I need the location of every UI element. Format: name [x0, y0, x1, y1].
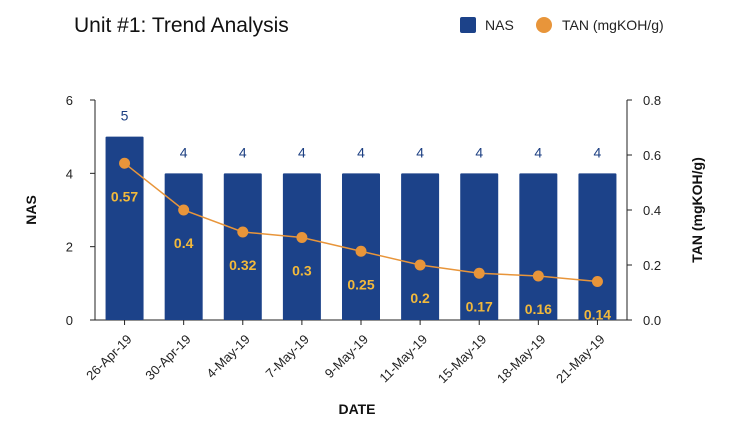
legend-label-tan: TAN (mgKOH/g) — [562, 17, 664, 33]
x-tick-label: 26-Apr-19 — [83, 332, 134, 383]
x-tick-label: 11-May-19 — [376, 332, 430, 386]
bar-nas — [519, 173, 558, 320]
y-tick-label-right: 0.8 — [643, 93, 661, 108]
tan-point — [591, 276, 603, 287]
bar-nas — [105, 136, 144, 320]
bar-data-label: 4 — [594, 144, 602, 160]
legend-swatch-tan — [536, 17, 552, 33]
x-tick-label: 21-May-19 — [553, 332, 608, 387]
x-tick-label: 15-May-19 — [435, 332, 490, 387]
y-tick-label-left: 2 — [66, 240, 73, 255]
y-tick-label-right: 0.6 — [643, 148, 661, 163]
bar-data-label: 4 — [180, 144, 188, 160]
bar-data-label: 4 — [239, 144, 247, 160]
bar-data-label: 4 — [357, 144, 365, 160]
bar-data-label: 5 — [121, 108, 129, 124]
x-tick-label: 30-Apr-19 — [142, 332, 193, 383]
x-axis-title: DATE — [338, 401, 375, 417]
tan-data-label: 0.57 — [111, 188, 138, 204]
legend-swatch-nas — [460, 17, 476, 33]
bar-nas — [578, 173, 617, 320]
y-axis-title-left: NAS — [23, 195, 39, 225]
tan-data-label: 0.14 — [584, 307, 611, 323]
x-tick-label: 18-May-19 — [494, 332, 549, 387]
y-axis-title-right: TAN (mgKOH/g) — [689, 157, 705, 263]
tan-data-label: 0.25 — [347, 276, 374, 292]
chart-title: Unit #1: Trend Analysis — [74, 14, 289, 37]
x-tick-label: 4-May-19 — [203, 332, 252, 381]
y-tick-label-right: 0.2 — [643, 258, 661, 273]
legend-label-nas: NAS — [485, 17, 514, 33]
tan-point — [178, 204, 190, 216]
bar-data-label: 4 — [475, 144, 483, 160]
y-tick-label-right: 0.4 — [643, 203, 661, 218]
tan-data-label: 0.16 — [525, 301, 552, 317]
tan-point — [414, 259, 426, 271]
bar-nas — [401, 173, 440, 320]
x-tick-label: 9-May-19 — [322, 332, 371, 381]
y-tick-label-left: 4 — [66, 166, 73, 181]
y-tick-label-right: 0.0 — [643, 313, 661, 328]
tan-data-label: 0.32 — [229, 257, 256, 273]
x-tick-label: 7-May-19 — [263, 332, 312, 381]
bar-nas — [164, 173, 203, 320]
tan-data-label: 0.2 — [410, 290, 430, 306]
plot-area: 0 2 4 6 0.0 0.2 0.4 0.6 0.8 5 4 4 4 4 4 4 4 4 26-Apr-19 30-… — [66, 93, 661, 386]
bar-data-label: 4 — [298, 144, 306, 160]
tan-point — [296, 232, 308, 243]
tan-data-label: 0.3 — [292, 263, 312, 279]
y-tick-label-left: 0 — [66, 313, 73, 328]
bar-data-label: 4 — [534, 144, 542, 160]
tan-point — [473, 267, 485, 279]
bar-nas — [282, 173, 321, 320]
bar-nas — [460, 173, 499, 320]
tan-data-label: 0.4 — [174, 235, 194, 251]
legend: NAS TAN (mgKOH/g) — [460, 17, 664, 33]
bar-nas — [223, 173, 262, 320]
tan-point — [355, 245, 367, 257]
tan-point — [237, 226, 249, 238]
tan-point — [532, 270, 544, 282]
tan-point — [119, 157, 131, 169]
tan-data-label: 0.17 — [466, 298, 493, 314]
bar-data-label: 4 — [416, 144, 424, 160]
y-tick-label-left: 6 — [66, 93, 73, 108]
